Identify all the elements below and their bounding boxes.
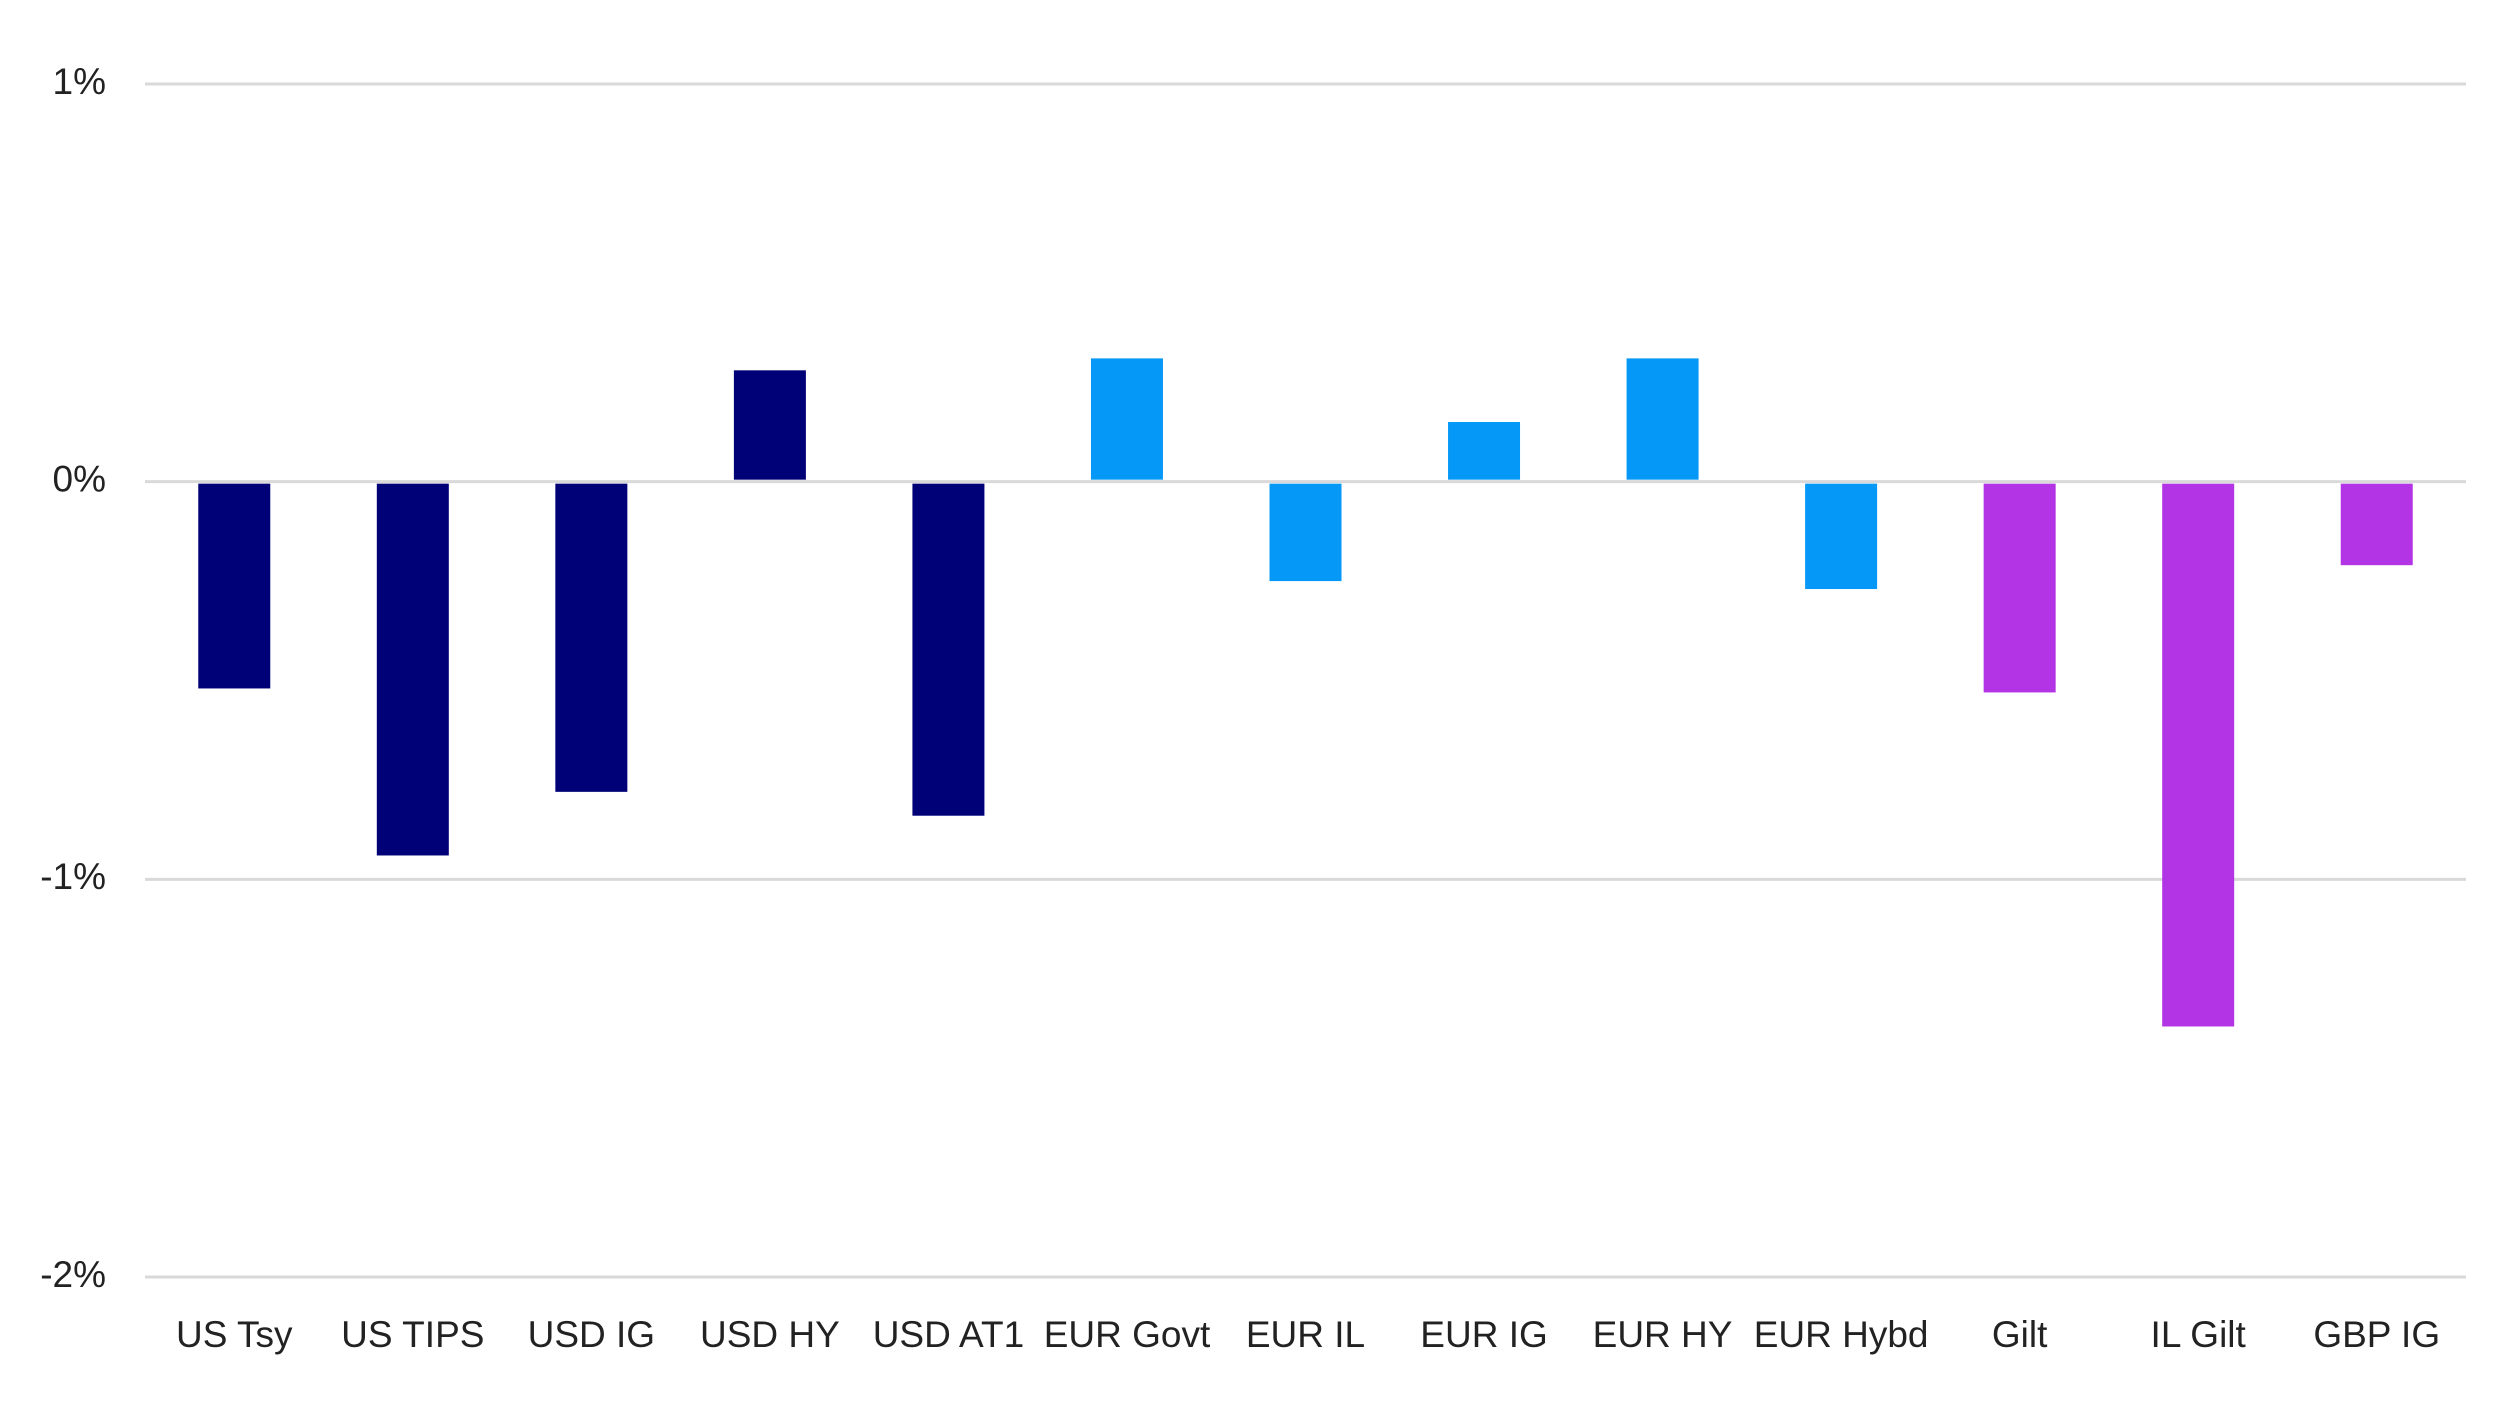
y-tick-label: -2%: [40, 1254, 106, 1295]
bar-3: [733, 370, 806, 480]
bar-10: [1983, 483, 2056, 693]
bars: [198, 358, 2413, 1027]
bar-7: [1448, 422, 1521, 480]
x-category-label: EUR IG: [1420, 1314, 1547, 1355]
bar-0: [198, 483, 271, 689]
bar-9: [1805, 483, 1878, 590]
bar-1: [376, 483, 449, 856]
x-category-label: US Tsy: [176, 1314, 293, 1355]
x-category-label: EUR HY: [1593, 1314, 1733, 1355]
bar-6: [1269, 483, 1342, 582]
x-category-label: EUR Govt: [1044, 1314, 1211, 1355]
bar-11: [2162, 483, 2235, 1027]
bar-8: [1626, 358, 1699, 480]
y-tick-label: 0%: [53, 458, 106, 499]
y-tick-label: 1%: [53, 61, 106, 102]
y-tick-label: -1%: [40, 856, 106, 897]
x-category-label: EUR IL: [1246, 1314, 1365, 1355]
x-category-label: USD IG: [528, 1314, 655, 1355]
bar-5: [1090, 358, 1163, 480]
x-axis-category-labels: US Tsy US TIPS USD IG USD HY USD AT1 EUR Govt…: [176, 1314, 2440, 1355]
y-axis-tick-labels: 1% 0% -1% -2%: [40, 61, 106, 1295]
bar-4: [912, 483, 985, 816]
bar-12: [2340, 483, 2413, 566]
x-category-label: EUR Hybd: [1754, 1314, 1929, 1355]
x-category-label: US TIPS: [341, 1314, 484, 1355]
bar-2: [555, 483, 628, 792]
x-category-label: Gilt: [1992, 1314, 2048, 1355]
grid-lines: [145, 82, 2466, 1279]
x-category-label: IL Gilt: [2151, 1314, 2247, 1355]
x-category-label: USD HY: [700, 1314, 840, 1355]
x-category-label: USD AT1: [873, 1314, 1024, 1355]
x-category-label: GBP IG: [2313, 1314, 2440, 1355]
